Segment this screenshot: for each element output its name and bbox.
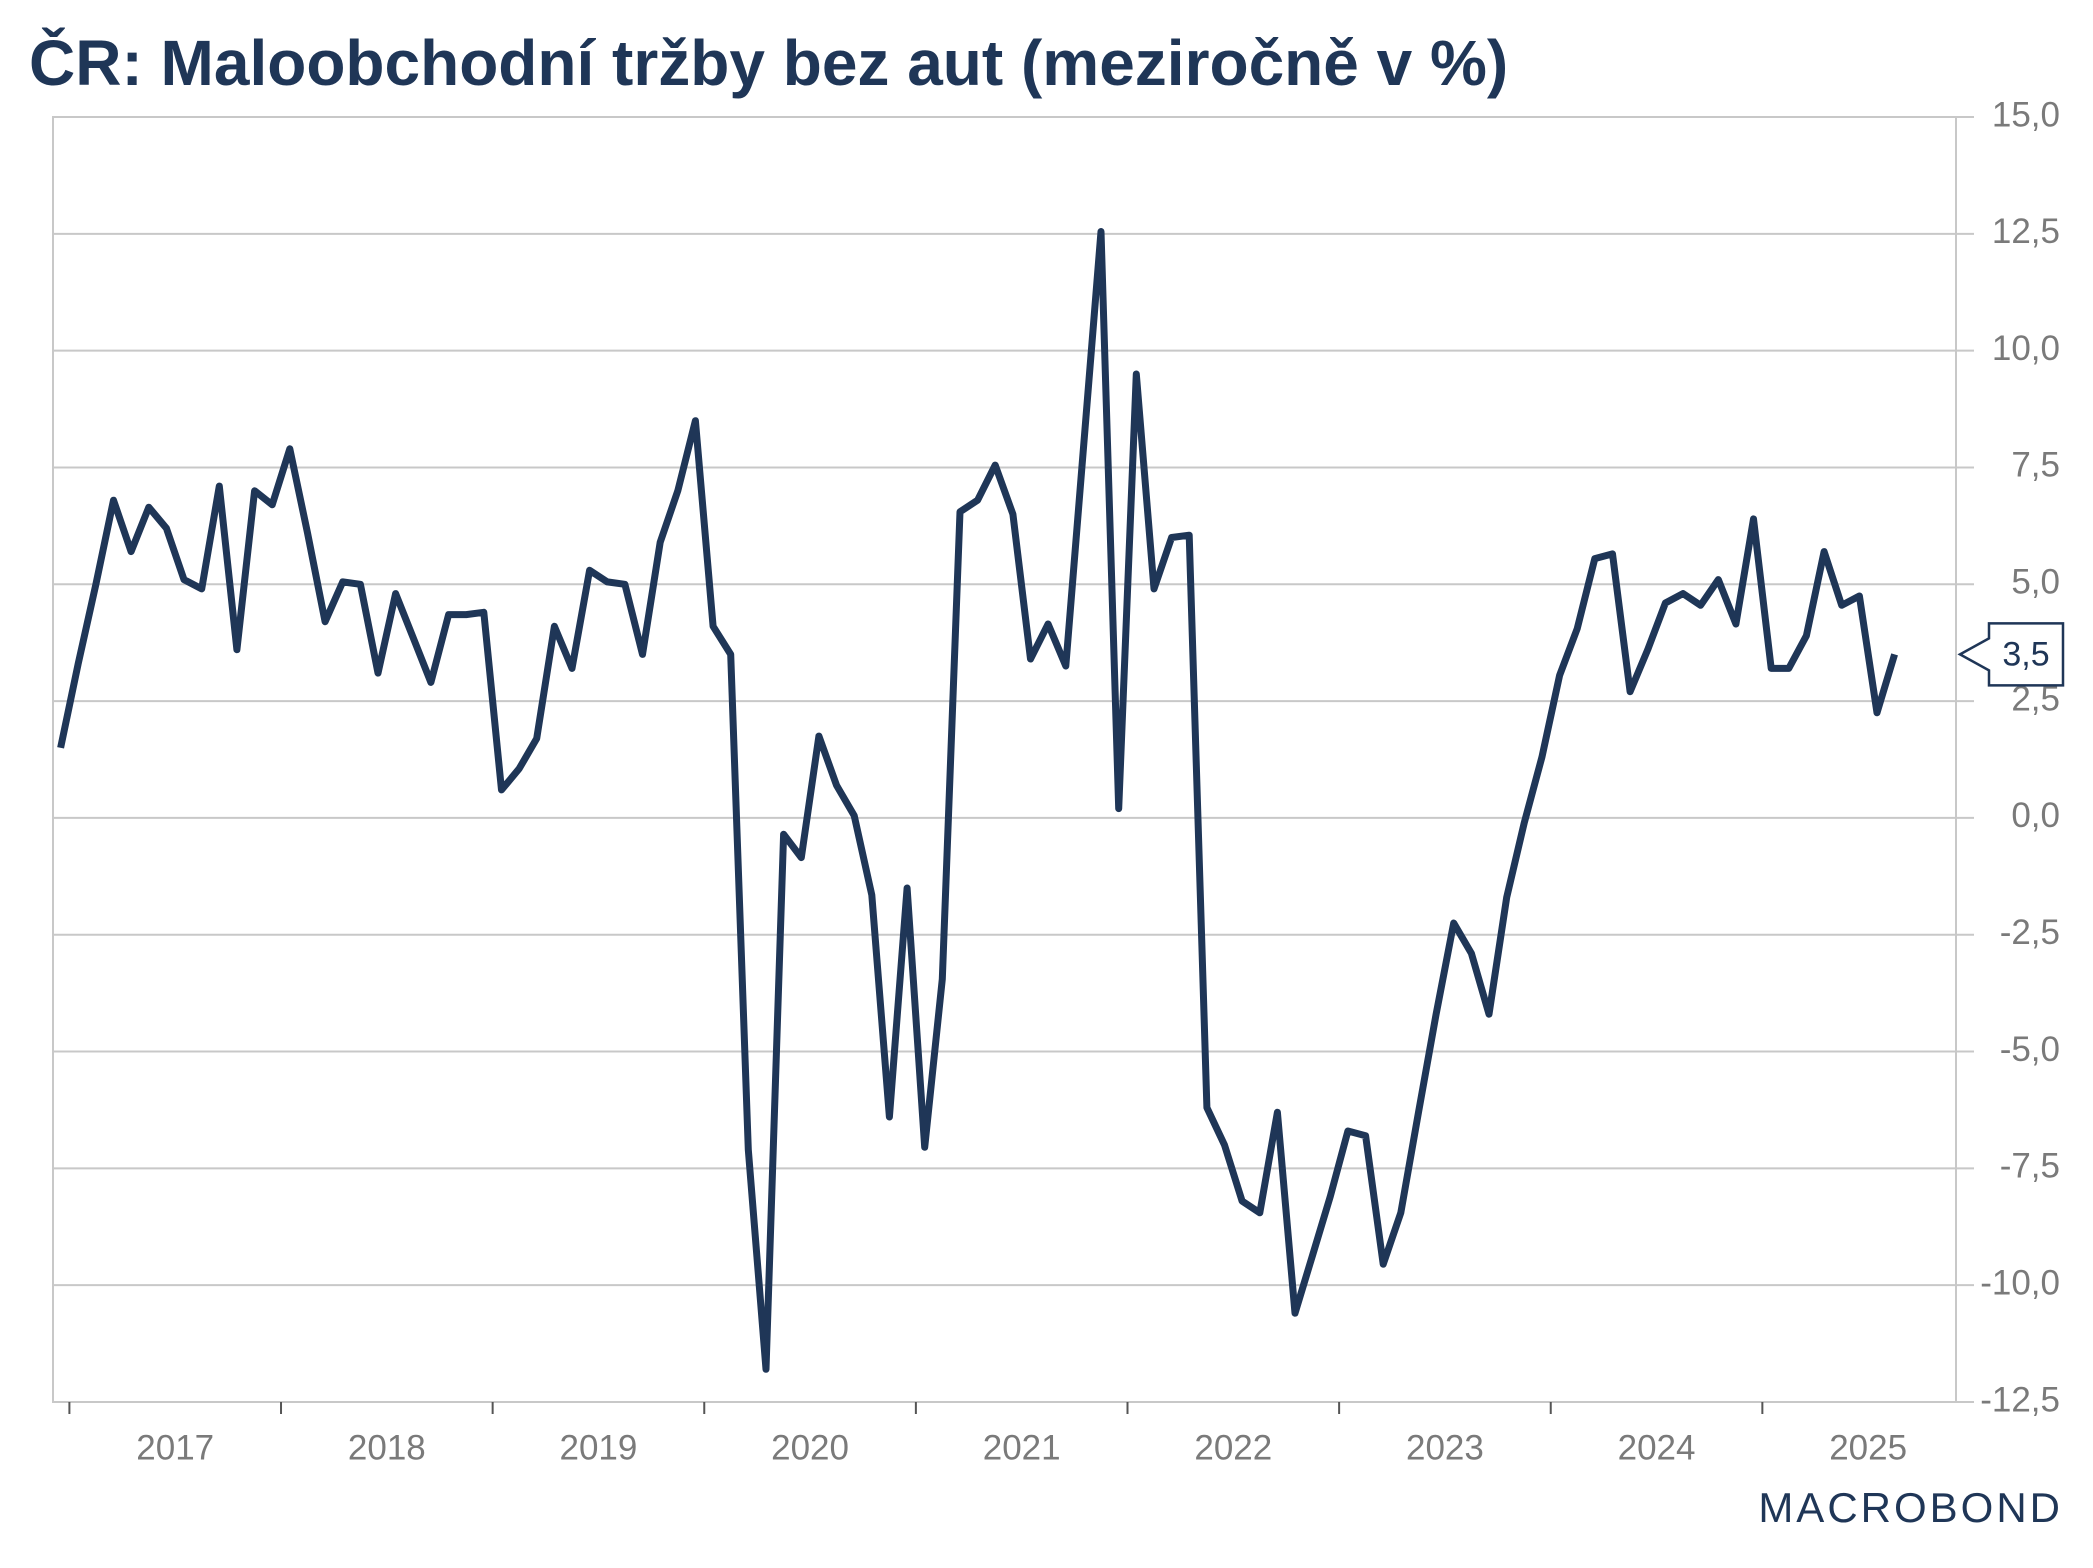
x-tick-label: 2025 (1829, 1428, 1907, 1467)
y-tick-label: 15,0 (1992, 95, 2060, 134)
y-tick-label: 7,5 (2011, 446, 2060, 485)
plot-frame (52, 116, 1957, 1403)
x-tick-label: 2024 (1618, 1428, 1696, 1467)
y-tick-label: -5,0 (2000, 1030, 2060, 1069)
y-tick-label: -7,5 (2000, 1147, 2060, 1186)
y-tick-label: 0,0 (2011, 796, 2060, 835)
brand-logo: MACROBOND (1758, 1484, 2063, 1531)
x-tick-label: 2022 (1194, 1428, 1272, 1467)
y-tick-label: -10,0 (1980, 1263, 2060, 1302)
y-tick-label: -12,5 (1980, 1380, 2060, 1419)
data-line (57, 228, 1898, 1373)
x-tick-label: 2023 (1406, 1428, 1484, 1467)
y-tick-label: 12,5 (1992, 212, 2060, 251)
value-label: 3,5 (2002, 635, 2049, 673)
x-tick-label: 2017 (136, 1428, 214, 1467)
x-tick-label: 2020 (771, 1428, 849, 1467)
value-callout (1957, 622, 2065, 687)
chart-title: ČR: Maloobchodní tržby bez aut (meziročn… (29, 26, 1508, 99)
x-tick-label: 2021 (983, 1428, 1061, 1467)
x-tick-label: 2019 (560, 1428, 638, 1467)
x-tick-label: 2018 (348, 1428, 426, 1467)
y-tick-label: 5,0 (2011, 563, 2060, 602)
y-tick-label: -2,5 (2000, 913, 2060, 952)
y-tick-label: 10,0 (1992, 329, 2060, 368)
